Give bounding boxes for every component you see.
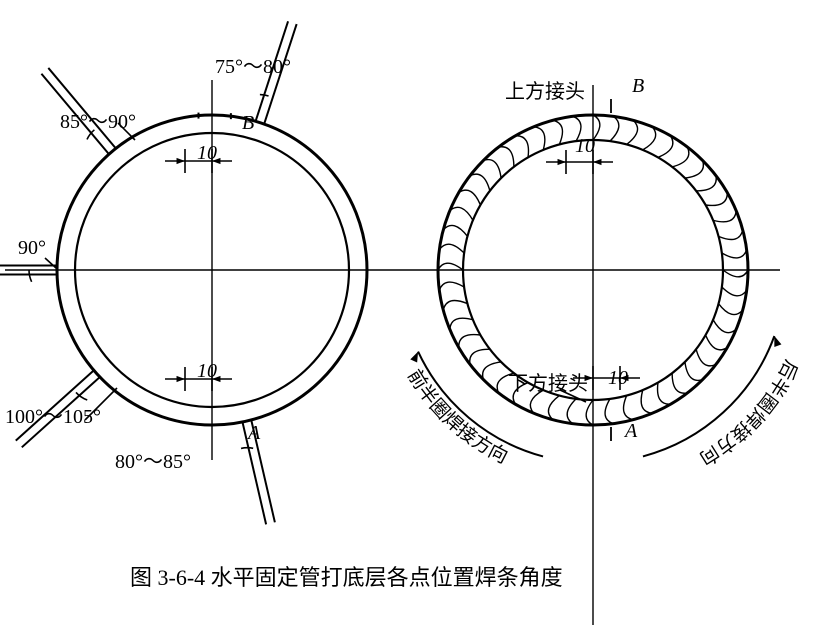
label-dim-bot-left: 10 [197,360,217,383]
label-angle-top-left: 85°～90° [60,105,136,134]
label-B-left: B [242,112,254,135]
label-top-joint: 上方接头 [505,75,585,104]
svg-text:前半圈焊接方向: 前半圈焊接方向 [403,366,511,468]
label-A-left: A [248,422,260,445]
label-B-right: B [632,75,644,98]
figure-caption: 图 3-6-4 水平固定管打底层各点位置焊条角度 [130,560,563,592]
label-angle-bottom: 80°～85° [115,445,191,474]
label-bottom-joint: 下方接头 [508,367,588,396]
label-dim-bot-right: 10 [608,367,628,390]
label-angle-top-right: 75°～80° [215,50,291,79]
label-angle-left: 90° [18,237,46,260]
svg-text:后半圈焊接方向: 后半圈焊接方向 [696,356,802,469]
label-dim-top-left: 10 [197,142,217,165]
label-A-right: A [625,420,637,443]
diagram-root: 前半圈焊接方向 后半圈焊接方向 75°～80° 85°～90° 90° 100°～… [0,0,830,640]
label-dim-top-right: 10 [575,135,595,158]
label-angle-bot-left: 100°～105° [5,400,101,429]
diagram-svg: 前半圈焊接方向 后半圈焊接方向 [0,0,830,640]
